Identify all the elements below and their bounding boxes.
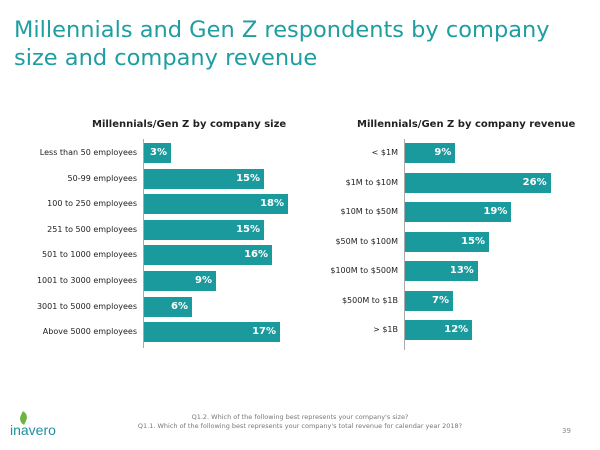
data-label: 26% [522,176,547,188]
data-label: 13% [449,265,474,276]
category-label: $100M to $500M [330,266,398,275]
footnote-size-question: Q1.2. Which of the following best repres… [191,413,409,421]
bar [144,271,216,291]
category-label: Less than 50 employees [39,148,137,157]
data-label: 3% [150,147,167,158]
bar [144,219,264,240]
logo: inavero [10,422,56,438]
bar [405,172,551,193]
bar [144,245,272,266]
y-axis-line [404,139,405,350]
data-label: 6% [171,300,188,312]
bar [405,143,456,163]
data-label: 15% [236,223,260,235]
bar [144,296,192,317]
category-label: < $1M [371,148,398,157]
bar [405,320,473,340]
category-label: $1M to $10M [345,177,398,187]
data-label: 7% [432,294,449,306]
slide-title: Millennials and Gen Z respondents by com… [14,17,550,71]
bar [405,261,478,281]
data-label: 15% [461,235,485,247]
category-label: > $1B [373,325,398,334]
data-label: 15% [236,172,260,184]
y-axis-line [143,139,144,348]
category-label: $500M to $1B [341,295,398,305]
category-label: 50-99 employees [67,173,137,183]
category-label: $50M to $100M [335,236,398,246]
category-label: 3001 to 5000 employees [36,301,137,311]
footnote-revenue-question: Q1.1. Which of the following best repres… [137,422,463,430]
data-label: 9% [195,275,212,286]
data-label: 16% [244,249,268,261]
bar [405,202,512,222]
bar [144,168,264,189]
size-chart-title: Millennials/Gen Z by company size [92,119,287,130]
revenue-chart-title: Millennials/Gen Z by company revenue [357,119,576,130]
data-label: 18% [260,198,284,210]
bar [405,290,453,311]
category-label: 1001 to 3000 employees [36,276,137,285]
data-label: 17% [252,326,276,338]
category-label: 501 to 1000 employees [42,250,137,260]
data-label: 19% [483,206,508,217]
category-label: $10M to $50M [340,207,398,216]
data-label: 12% [444,324,469,335]
category-label: 251 to 500 employees [47,224,137,234]
bar [144,143,171,163]
data-label: 9% [434,147,452,158]
bar [144,194,288,215]
category-label: Above 5000 employees [42,327,137,337]
bar [144,322,280,343]
page-number: 39 [562,427,571,435]
bar [405,231,489,252]
category-label: 100 to 250 employees [47,199,137,209]
